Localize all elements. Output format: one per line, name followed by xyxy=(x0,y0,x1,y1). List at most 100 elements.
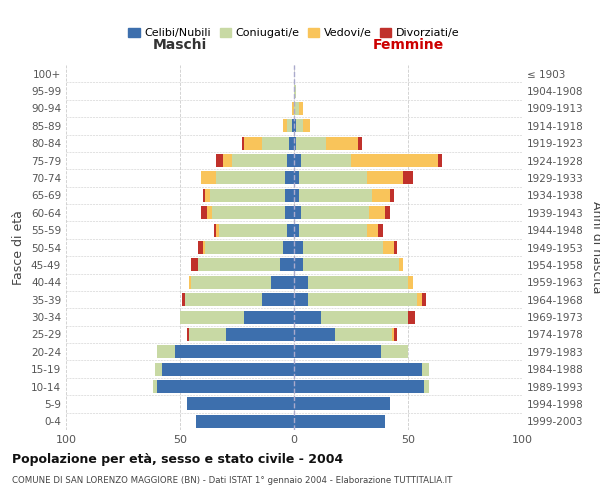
Bar xyxy=(244,310,294,324)
Text: Maschi: Maschi xyxy=(153,38,207,52)
Bar xyxy=(294,206,301,220)
Bar xyxy=(403,172,413,184)
Bar xyxy=(417,293,422,306)
Bar xyxy=(292,102,294,115)
Bar xyxy=(380,346,408,358)
Bar xyxy=(294,380,424,393)
Bar xyxy=(152,380,157,393)
Bar xyxy=(285,206,294,220)
Bar xyxy=(294,398,390,410)
Bar xyxy=(205,241,283,254)
Bar xyxy=(208,206,212,220)
Bar xyxy=(212,206,285,220)
Bar xyxy=(223,154,232,167)
Bar xyxy=(187,398,294,410)
Bar xyxy=(294,415,385,428)
Bar xyxy=(294,224,299,236)
Bar xyxy=(296,120,303,132)
Bar xyxy=(394,328,397,341)
Bar xyxy=(367,172,403,184)
Bar xyxy=(292,120,294,132)
Bar xyxy=(214,224,217,236)
Bar xyxy=(369,206,385,220)
Bar xyxy=(271,276,294,289)
Bar xyxy=(294,102,299,115)
Bar xyxy=(262,293,294,306)
Bar xyxy=(294,120,296,132)
Bar xyxy=(437,154,442,167)
Bar xyxy=(198,241,203,254)
Bar xyxy=(287,120,292,132)
Text: COMUNE DI SAN LORENZO MAGGIORE (BN) - Dati ISTAT 1° gennaio 2004 - Elaborazione : COMUNE DI SAN LORENZO MAGGIORE (BN) - Da… xyxy=(12,476,452,485)
Bar xyxy=(351,154,437,167)
Y-axis label: Fasce di età: Fasce di età xyxy=(13,210,25,285)
Bar xyxy=(287,224,294,236)
Bar xyxy=(162,362,294,376)
Bar xyxy=(383,241,394,254)
Bar xyxy=(294,310,322,324)
Bar xyxy=(308,293,417,306)
Bar xyxy=(203,241,205,254)
Bar xyxy=(299,172,367,184)
Bar xyxy=(287,154,294,167)
Bar xyxy=(294,293,308,306)
Bar xyxy=(189,276,191,289)
Bar xyxy=(294,84,296,98)
Bar xyxy=(217,224,219,236)
Bar xyxy=(296,136,326,149)
Bar xyxy=(294,362,422,376)
Bar xyxy=(242,136,244,149)
Bar xyxy=(289,136,294,149)
Bar xyxy=(262,136,289,149)
Bar xyxy=(408,276,413,289)
Bar xyxy=(217,154,223,167)
Bar xyxy=(294,189,299,202)
Bar xyxy=(294,172,299,184)
Bar xyxy=(299,224,367,236)
Bar xyxy=(191,276,271,289)
Bar xyxy=(422,293,426,306)
Bar xyxy=(294,258,303,272)
Bar xyxy=(367,224,379,236)
Bar xyxy=(294,328,335,341)
Text: Femmine: Femmine xyxy=(373,38,443,52)
Bar xyxy=(335,328,392,341)
Bar xyxy=(232,154,287,167)
Bar xyxy=(285,189,294,202)
Bar xyxy=(294,346,380,358)
Bar xyxy=(180,310,244,324)
Bar xyxy=(303,241,383,254)
Bar xyxy=(371,189,390,202)
Bar xyxy=(200,206,208,220)
Bar xyxy=(303,258,399,272)
Bar xyxy=(326,136,358,149)
Bar xyxy=(189,328,226,341)
Bar xyxy=(358,136,362,149)
Bar xyxy=(219,224,287,236)
Bar xyxy=(226,328,294,341)
Bar xyxy=(294,276,308,289)
Bar xyxy=(385,206,390,220)
Bar xyxy=(182,293,185,306)
Bar xyxy=(299,102,303,115)
Bar xyxy=(399,258,403,272)
Y-axis label: Anni di nascita: Anni di nascita xyxy=(590,201,600,294)
Bar xyxy=(390,189,394,202)
Bar xyxy=(299,189,371,202)
Bar xyxy=(187,328,189,341)
Bar xyxy=(198,258,280,272)
Legend: Celibi/Nubili, Coniugati/e, Vedovi/e, Divorziati/e: Celibi/Nubili, Coniugati/e, Vedovi/e, Di… xyxy=(124,23,464,42)
Bar xyxy=(294,241,303,254)
Bar xyxy=(379,224,383,236)
Bar xyxy=(175,346,294,358)
Bar xyxy=(303,120,310,132)
Bar xyxy=(392,328,394,341)
Bar xyxy=(155,362,162,376)
Bar xyxy=(394,241,397,254)
Bar xyxy=(408,310,415,324)
Bar xyxy=(191,258,198,272)
Bar xyxy=(422,362,428,376)
Text: Popolazione per età, sesso e stato civile - 2004: Popolazione per età, sesso e stato civil… xyxy=(12,452,343,466)
Bar xyxy=(322,310,408,324)
Bar xyxy=(424,380,428,393)
